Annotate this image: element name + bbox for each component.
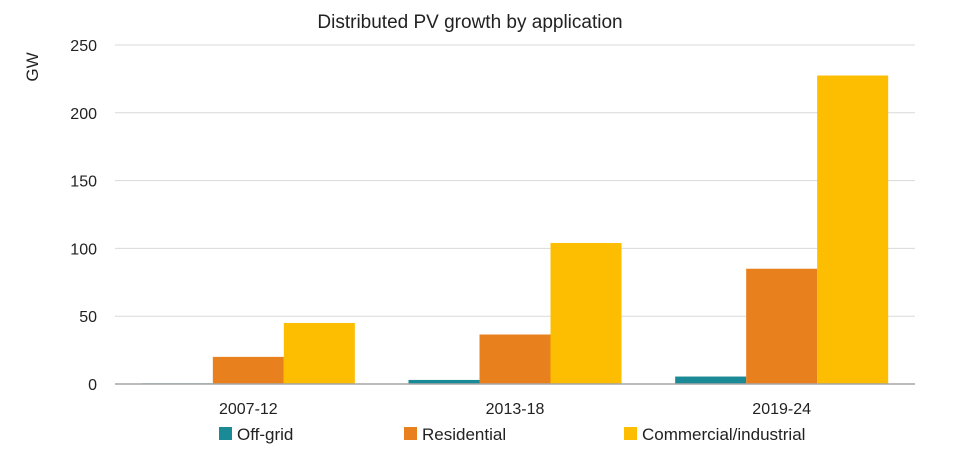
bar-off-grid-2013-18 — [408, 379, 480, 384]
bars — [141, 75, 889, 384]
x-tick-label: 2013-18 — [486, 401, 545, 418]
legend-label: Off-grid — [237, 425, 293, 444]
y-tick-label: 0 — [88, 377, 97, 394]
y-tick-label: 250 — [70, 38, 97, 55]
bar-residential-2007-12 — [212, 356, 284, 384]
legend-swatch — [219, 427, 232, 440]
bar-off-grid-2019-24 — [675, 376, 747, 384]
legend: Off-grid Residential Commercial/industrial — [219, 425, 805, 444]
y-axis-title: GW — [23, 52, 42, 81]
legend-label: Commercial/industrial — [642, 425, 805, 444]
y-tick-label: 50 — [79, 309, 97, 326]
y-tick-label: 150 — [70, 174, 97, 191]
legend-swatch — [404, 427, 417, 440]
x-tick-label: 2007-12 — [219, 401, 278, 418]
x-tick-label: 2019-24 — [752, 401, 811, 418]
chart-title: Distributed PV growth by application — [317, 12, 622, 33]
legend-swatch — [624, 427, 637, 440]
bar-commercial-industrial-2013-18 — [550, 242, 622, 384]
bar-residential-2013-18 — [479, 334, 551, 384]
bar-commercial-industrial-2019-24 — [817, 75, 889, 384]
y-tick-label: 200 — [70, 106, 97, 123]
bar-residential-2019-24 — [746, 268, 818, 384]
y-axis-ticks: 0 50 100 150 200 250 — [70, 38, 97, 394]
y-tick-label: 100 — [70, 241, 97, 258]
bar-commercial-industrial-2007-12 — [283, 322, 355, 384]
legend-label: Residential — [422, 425, 506, 444]
x-axis-ticks: 2007-12 2013-18 2019-24 — [219, 401, 811, 418]
